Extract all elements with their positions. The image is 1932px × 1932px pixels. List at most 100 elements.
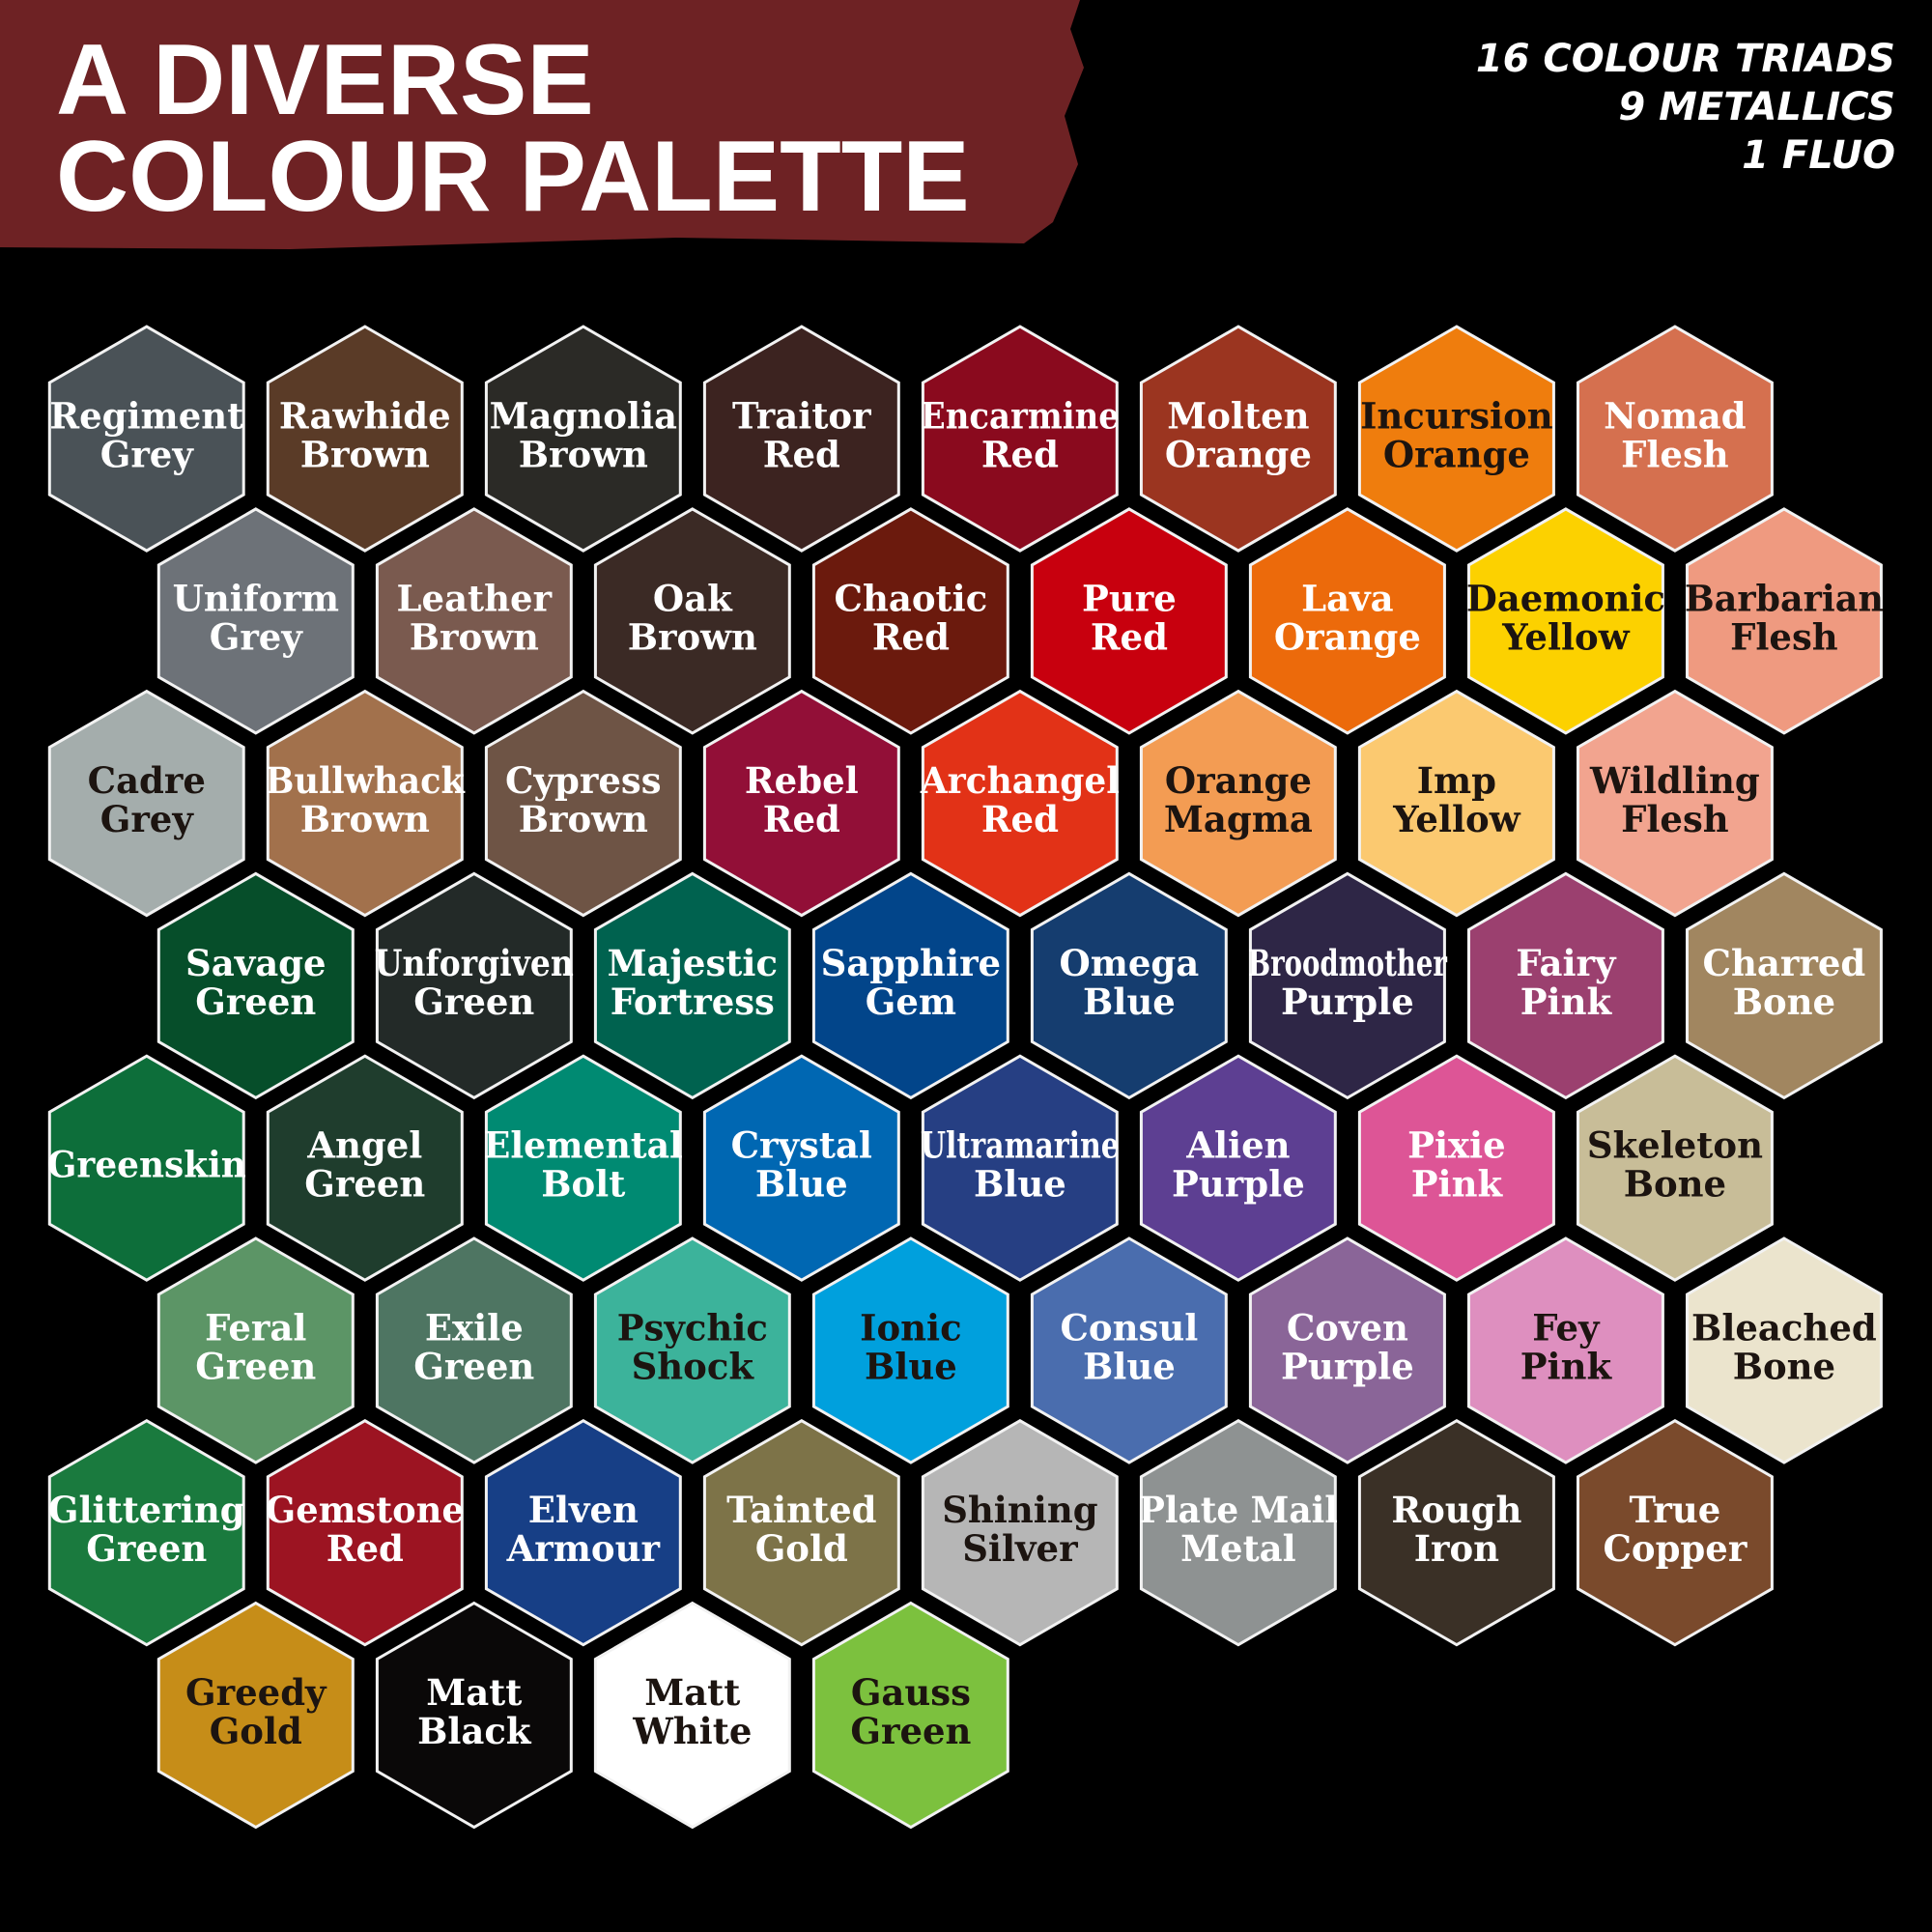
hex-label: Flesh xyxy=(1730,615,1838,658)
hex-tile xyxy=(375,1236,573,1464)
hex-label: Orange xyxy=(1383,434,1530,476)
hex-label: Incursion xyxy=(1360,395,1553,438)
hex-label: Green xyxy=(304,1163,425,1206)
hex-label: Bone xyxy=(1624,1163,1726,1206)
hex-label: Gauss xyxy=(851,1671,971,1714)
hex-label: Greedy xyxy=(185,1671,327,1714)
hex-label: Bullwhack xyxy=(266,759,466,802)
hex-label: Leather xyxy=(397,577,553,619)
hex-label: Green xyxy=(195,1346,316,1388)
hex-label: Lava xyxy=(1301,577,1393,619)
hex-tile xyxy=(375,507,573,735)
hex-tile xyxy=(1139,325,1337,553)
hex-label: Brown xyxy=(300,798,430,840)
hex-label: Nomad xyxy=(1604,395,1747,438)
hex-label: Majestic xyxy=(608,942,778,984)
hex-label: Yellow xyxy=(1501,615,1631,658)
hex-tile xyxy=(921,689,1119,918)
hex-label: Orange xyxy=(1274,615,1421,658)
hex-label: Brown xyxy=(519,434,648,476)
hex-label: Archangel xyxy=(920,759,1120,802)
hex-tile xyxy=(811,507,1009,735)
hex-label: Red xyxy=(327,1527,404,1570)
hex-label: Crystal xyxy=(731,1124,872,1167)
hex-tile xyxy=(1577,325,1774,553)
hex-tile xyxy=(1577,1054,1774,1282)
hex-label: Chaotic xyxy=(835,577,988,619)
hex-tile xyxy=(47,1054,245,1282)
hex-tile xyxy=(811,1601,1009,1830)
hex-tile xyxy=(484,1054,682,1282)
hex-label: Brown xyxy=(300,434,430,476)
hex-label: Gemstone xyxy=(266,1489,465,1531)
hex-grid: RegimentGreyRawhideBrownMagnoliaBrownTra… xyxy=(47,325,1884,1830)
hex-label: Blue xyxy=(974,1163,1066,1206)
hex-tile xyxy=(1139,1054,1337,1282)
hex-label: Red xyxy=(1091,615,1168,658)
hex-label: Daemonic xyxy=(1466,577,1665,619)
hex-label: Orange xyxy=(1165,759,1312,802)
hex-label: Red xyxy=(981,798,1059,840)
hex-label: Wildling xyxy=(1589,759,1760,802)
hex-label: Bolt xyxy=(541,1163,625,1206)
hex-tile xyxy=(1577,689,1774,918)
hex-tile xyxy=(484,689,682,918)
hex-label: Rough xyxy=(1391,1489,1521,1531)
hex-label: Iron xyxy=(1414,1527,1499,1570)
hex-tile xyxy=(1030,871,1228,1100)
hex-label: Grey xyxy=(210,615,304,658)
hex-tile xyxy=(593,507,791,735)
hex-tile xyxy=(484,1418,682,1647)
hex-label: Orange xyxy=(1165,434,1312,476)
hex-label: Magnolia xyxy=(490,395,677,438)
hex-tile xyxy=(593,1601,791,1830)
hex-label: Armour xyxy=(506,1527,661,1570)
hex-tile xyxy=(156,1601,355,1830)
hex-tile xyxy=(811,871,1009,1100)
hex-label: Red xyxy=(872,615,950,658)
hex-tile xyxy=(156,507,355,735)
hex-label: Copper xyxy=(1603,1527,1747,1570)
hex-label: Pink xyxy=(1411,1163,1504,1206)
hex-label: Savage xyxy=(185,942,327,984)
hex-label: Grey xyxy=(100,798,195,840)
hex-tile xyxy=(1577,1418,1774,1647)
hex-tile xyxy=(1467,871,1664,1100)
hex-tile xyxy=(375,871,573,1100)
hex-tile xyxy=(484,325,682,553)
hex-label: Consul xyxy=(1060,1307,1198,1350)
hex-tile xyxy=(1686,1236,1883,1464)
hex-label: Cadre xyxy=(88,759,206,802)
hex-tile xyxy=(1357,325,1555,553)
hex-label: Pink xyxy=(1520,980,1613,1023)
header-band xyxy=(0,0,1084,249)
hex-tile xyxy=(47,325,245,553)
hex-tile xyxy=(1686,871,1883,1100)
hex-label: Bone xyxy=(1733,980,1835,1023)
